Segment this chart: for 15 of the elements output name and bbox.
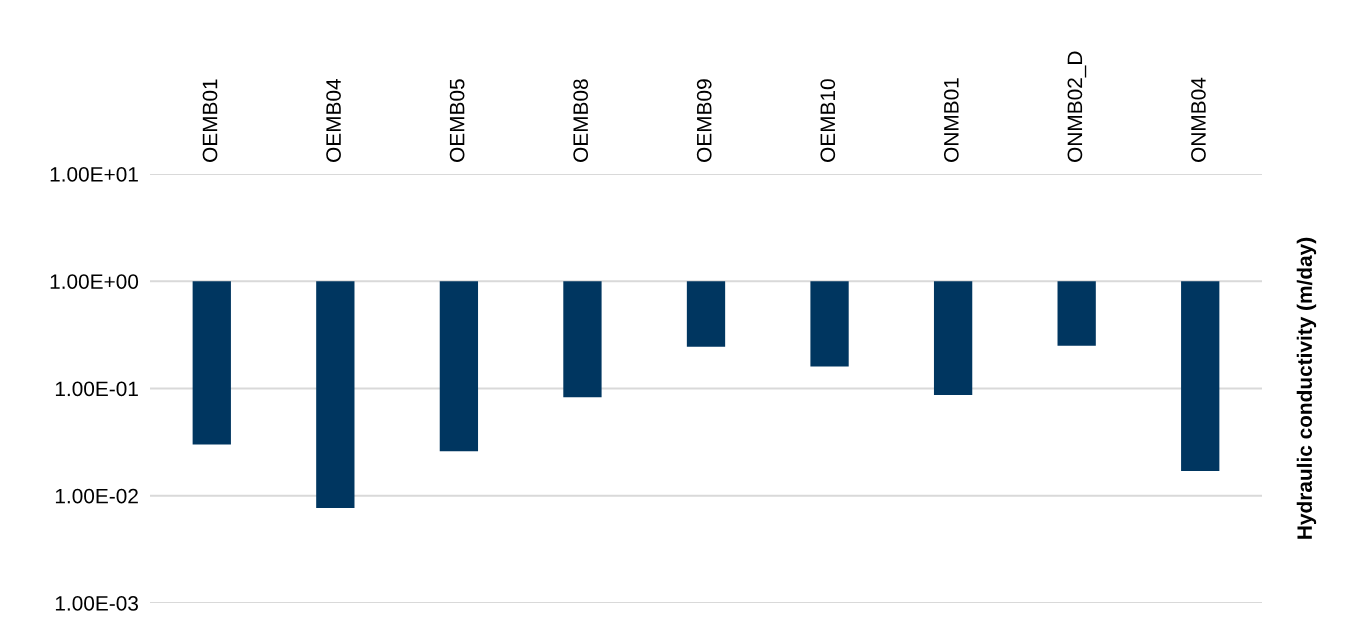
y-tick-label: 1.00E-03 (55, 596, 138, 611)
y-axis-title: Hydraulic conductivity (m/day) (1296, 237, 1317, 539)
x-tick-label: ONMB04 (1191, 77, 1206, 162)
x-tick-label: OEMB08 (573, 79, 589, 162)
x-tick-label: OEMB04 (326, 78, 341, 162)
x-tick-label: OEMB10 (820, 79, 836, 162)
y-tick-label: 1.00E-02 (55, 488, 138, 504)
x-tick-label: OEMB01 (202, 79, 218, 162)
x-tick-label: ONMB02_D (1067, 51, 1087, 162)
x-tick-label: OEMB05 (449, 79, 465, 162)
y-tick-label: 1.00E+00 (50, 274, 139, 289)
y-tick-label: 1.00E+01 (50, 167, 138, 182)
y-tick-label: 1.00E-01 (55, 381, 138, 397)
x-tick-label: OEMB09 (696, 79, 712, 162)
x-tick-label: ONMB01 (943, 78, 959, 162)
